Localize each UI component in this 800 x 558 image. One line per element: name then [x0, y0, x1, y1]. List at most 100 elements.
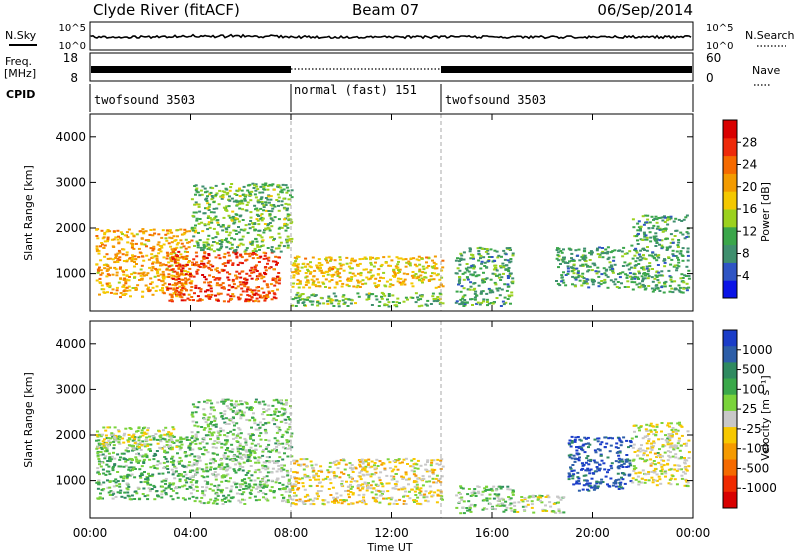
cell-velocity-2-701	[220, 447, 223, 449]
cell-velocity-3-443	[391, 497, 394, 499]
cell-power-2-397	[213, 211, 216, 213]
cell-velocity-0-348	[186, 439, 189, 441]
cell-power-1-124	[200, 260, 203, 262]
cell-velocity-2-651	[203, 476, 206, 478]
cell-power-1-165	[212, 276, 215, 278]
cell-velocity-0-403	[174, 487, 177, 489]
cell-velocity-3-477	[359, 461, 362, 463]
cell-power-3-309	[359, 281, 362, 283]
cell-power-0-397	[95, 263, 98, 265]
cell-velocity-3-202	[425, 481, 428, 483]
cell-power-3-154	[304, 258, 307, 260]
cell-power-6-61	[596, 267, 599, 269]
cell-power-7-312	[661, 246, 664, 248]
cell-power-7-27	[635, 250, 638, 252]
cell-velocity-0-26	[185, 481, 188, 483]
cell-velocity-0-369	[152, 458, 155, 460]
cell-power-0-254	[165, 237, 168, 239]
cell-power-0-160	[171, 284, 174, 286]
cell-velocity-7-68	[681, 478, 684, 480]
cell-velocity-2-746	[217, 431, 220, 433]
cell-velocity-3-240	[377, 465, 380, 467]
cell-power-2-435	[277, 184, 280, 186]
cell-power-7-23	[632, 258, 635, 260]
cell-power-0-90	[155, 290, 158, 292]
cell-velocity-4-40	[494, 508, 497, 510]
cell-power-4-101	[322, 302, 325, 304]
cell-power-5-160	[467, 267, 470, 269]
cell-velocity-3-401	[315, 464, 318, 466]
cell-power-7-246	[647, 270, 650, 272]
cell-power-0-119	[120, 238, 123, 240]
cell-velocity-2-302	[288, 480, 291, 482]
cell-power-1-359	[180, 296, 183, 298]
cell-power-3-54	[435, 287, 438, 289]
cell-power-6-8	[581, 273, 584, 275]
cell-power-6-184	[630, 267, 633, 269]
cell-velocity-2-119	[242, 491, 245, 493]
cell-power-6-217	[566, 273, 569, 275]
cell-power-5-182	[506, 247, 509, 249]
cell-power-7-280	[630, 245, 633, 247]
cell-power-0-346	[159, 245, 162, 247]
cell-velocity-3-385	[295, 460, 298, 462]
cell-velocity-2-266	[243, 503, 246, 505]
cell-power-3-123	[319, 285, 322, 287]
cell-power-2-292	[249, 199, 252, 201]
cell-power-1-360	[267, 260, 270, 262]
cell-velocity-7-13	[677, 442, 680, 444]
cell-power-1-246	[251, 296, 254, 298]
cell-power-1-141	[218, 277, 221, 279]
cell-velocity-3-95	[292, 489, 295, 491]
cell-power-2-12	[225, 246, 228, 248]
cell-velocity-2-217	[265, 432, 268, 434]
cell-power-6-153	[578, 249, 581, 251]
cell-power-3-288	[417, 276, 420, 278]
cell-velocity-5-52	[562, 511, 565, 513]
cell-power-1-186	[266, 286, 269, 288]
cell-power-3-176	[345, 257, 348, 259]
cell-power-2-157	[271, 208, 274, 210]
cell-velocity-0-245	[123, 492, 126, 494]
cell-velocity-2-586	[263, 461, 266, 463]
cell-power-7-81	[638, 220, 641, 222]
cell-power-3-131	[296, 283, 299, 285]
cell-velocity-3-0	[391, 470, 394, 472]
cell-velocity-7-45	[632, 477, 635, 479]
cell-power-6-64	[629, 272, 632, 274]
cell-power-4-137	[354, 302, 357, 304]
cell-power-7-28	[669, 285, 672, 287]
cell-power-7-31	[677, 242, 680, 244]
cell-velocity-2-614	[239, 453, 242, 455]
cell-velocity-6-61	[615, 460, 618, 462]
cell-power-0-329	[134, 272, 137, 274]
cell-velocity-6-154	[577, 478, 580, 480]
cell-power-0-338	[106, 253, 109, 255]
cell-velocity-0-194	[137, 487, 140, 489]
cell-velocity-2-421	[241, 414, 244, 416]
cell-power-2-108	[206, 228, 209, 230]
cell-power-0-148	[123, 260, 126, 262]
cell-power-7-139	[672, 250, 675, 252]
cell-velocity-6-71	[574, 458, 577, 460]
cell-power-0-211	[150, 269, 153, 271]
cpid-row: twofsound 3503 normal (fast) 151 twofsou…	[90, 83, 693, 112]
cell-power-6-100	[561, 276, 564, 278]
cell-power-1-146	[182, 267, 185, 269]
cell-velocity-3-329	[361, 488, 364, 490]
cell-power-3-236	[438, 286, 441, 288]
cell-power-7-183	[669, 279, 672, 281]
cell-velocity-4-98	[506, 486, 509, 488]
cell-power-6-41	[621, 251, 624, 253]
cell-power-4-30	[383, 295, 386, 297]
cell-power-5-185	[479, 304, 482, 306]
cell-power-0-339	[144, 244, 147, 246]
cell-velocity-3-67	[387, 458, 390, 460]
cell-power-1-348	[273, 293, 276, 295]
cell-velocity-2-705	[245, 419, 248, 421]
cell-power-2-216	[280, 242, 283, 244]
cell-power-3-235	[336, 268, 339, 270]
cell-power-6-93	[586, 266, 589, 268]
cell-power-5-229	[492, 303, 495, 305]
cell-velocity-2-263	[220, 401, 223, 403]
